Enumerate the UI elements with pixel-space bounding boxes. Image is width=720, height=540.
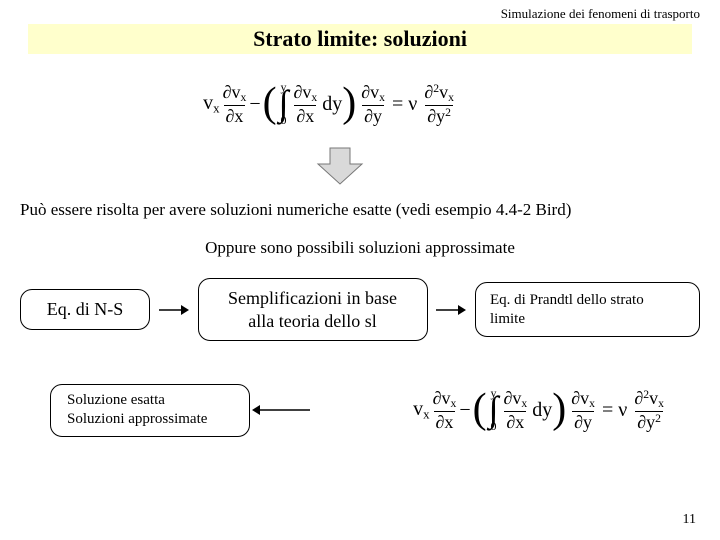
arrow-left-icon (250, 402, 310, 418)
sentence-approx: Oppure sono possibili soluzioni approssi… (0, 238, 720, 258)
arrow-right-1-icon (159, 302, 189, 318)
sol-line2: Soluzioni approssimate (67, 411, 207, 427)
row-solutions: Soluzione esatta Soluzioni approssimate … (50, 380, 690, 440)
box-semplificazioni: Semplificazioni in base alla teoria dell… (198, 278, 428, 341)
equation-right: vx ∂vx∂x − ( y∫0 ∂vx∂x dy ) ∂vx∂y = ν ∂2… (390, 380, 690, 440)
box-prandtl: Eq. di Prandtl dello strato limite (475, 282, 700, 338)
sentence-numeric-exact: Può essere risolta per avere soluzioni n… (20, 200, 700, 220)
page-number: 11 (683, 512, 696, 528)
box-mid-line1: Semplificazioni in base (228, 288, 397, 308)
box-right-line1: Eq. di Prandtl dello strato (490, 292, 644, 308)
arrow-down-icon (310, 146, 370, 186)
box-mid-line2: alla teoria dello sl (248, 311, 376, 331)
header-label: Simulazione dei fenomeni di trasporto (501, 6, 700, 22)
box-solutions: Soluzione esatta Soluzioni approssimate (50, 384, 250, 437)
box-right-line2: limite (490, 311, 525, 327)
slide-title: Strato limite: soluzioni (253, 26, 467, 52)
sol-line1: Soluzione esatta (67, 392, 165, 408)
arrow-right-2-icon (436, 302, 466, 318)
box-ns: Eq. di N-S (20, 289, 150, 330)
equation-top: vx ∂vx∂x − ( y∫0 ∂vx∂x dy ) ∂vx∂y = ν ∂2… (180, 74, 480, 134)
slide-title-band: Strato limite: soluzioni (28, 24, 692, 54)
flow-row: Eq. di N-S Semplificazioni in base alla … (20, 278, 700, 341)
